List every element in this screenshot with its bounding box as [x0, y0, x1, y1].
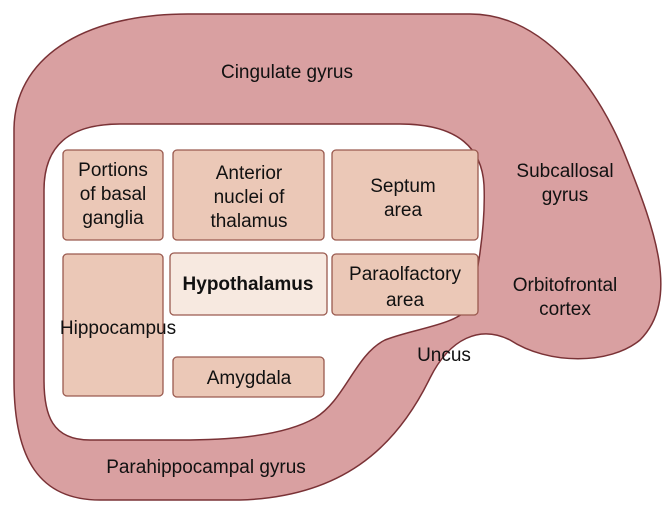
- basal-ganglia-label-line1: Portions: [78, 160, 148, 181]
- uncus-label: Uncus: [417, 345, 471, 366]
- amygdala-box: [172, 356, 325, 398]
- anterior-nuclei-label-line3: thalamus: [210, 211, 287, 232]
- anterior-nuclei-box: [172, 149, 325, 241]
- hippocampus-box: [62, 253, 164, 397]
- parahippocampal-gyrus-label: Parahippocampal gyrus: [106, 457, 306, 478]
- amygdala-label: Amygdala: [207, 368, 292, 389]
- basal-ganglia-label-line3: ganglia: [82, 208, 144, 229]
- basal-ganglia-box: [62, 149, 164, 241]
- paraolfactory-area-box: [331, 253, 479, 316]
- anterior-nuclei-label-line2: nuclei of: [214, 187, 285, 208]
- basal-ganglia-label-line2: of basal: [80, 184, 147, 205]
- cingulate-gyrus-label: Cingulate gyrus: [221, 62, 353, 83]
- anterior-nuclei-label-line1: Anterior: [216, 163, 283, 184]
- hippocampus-label: Hippocampus: [60, 318, 176, 339]
- septum-area-label-line2: area: [384, 200, 422, 221]
- paraolfactory-area-label-line2: area: [386, 290, 424, 311]
- paraolfactory-area-label-line1: Paraolfactory: [349, 264, 461, 285]
- septum-area-label-line1: Septum: [370, 176, 435, 197]
- subcallosal-gyrus-label-line2: gyrus: [542, 185, 588, 206]
- orbitofrontal-cortex-label-line2: cortex: [539, 299, 591, 320]
- hypothalamus-label: Hypothalamus: [183, 274, 314, 295]
- subcallosal-gyrus-label-line1: Subcallosal: [516, 161, 613, 182]
- septum-area-box: [331, 149, 479, 241]
- hypothalamus-box: [169, 252, 328, 316]
- orbitofrontal-cortex-label-line1: Orbitofrontal: [513, 275, 618, 296]
- limbic-ring-band: [13, 13, 662, 501]
